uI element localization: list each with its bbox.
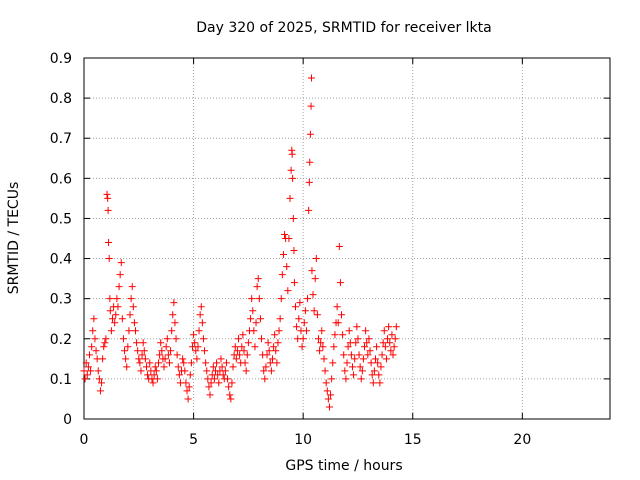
chart-title: Day 320 of 2025, SRMTID for receiver lkt… [196, 20, 491, 36]
x-tick-label: 0 [80, 432, 89, 448]
x-tick-label: 10 [294, 432, 312, 448]
x-tick-label: 15 [404, 432, 422, 448]
y-tick-label: 0.9 [50, 51, 72, 67]
y-tick-label: 0.5 [50, 211, 72, 227]
y-tick-label: 0.6 [50, 171, 72, 187]
chart-background [0, 0, 640, 480]
x-tick-label: 20 [513, 432, 531, 448]
y-tick-label: 0.2 [50, 332, 72, 348]
y-tick-label: 0 [63, 412, 72, 428]
y-tick-label: 0.1 [50, 372, 72, 388]
y-tick-label: 0.3 [50, 292, 72, 308]
x-tick-label: 5 [189, 432, 198, 448]
y-axis-label: SRMTID / TECUs [6, 182, 22, 295]
y-tick-label: 0.4 [50, 252, 72, 268]
y-tick-label: 0.7 [50, 131, 72, 147]
y-tick-label: 0.8 [50, 91, 72, 107]
srmtid-scatter-chart: 0 5 10 15 20 0 0.1 0.2 0.3 0.4 0.5 0.6 0.7 0.8 0.9 Da… [0, 0, 640, 480]
x-axis-label: GPS time / hours [285, 458, 402, 474]
